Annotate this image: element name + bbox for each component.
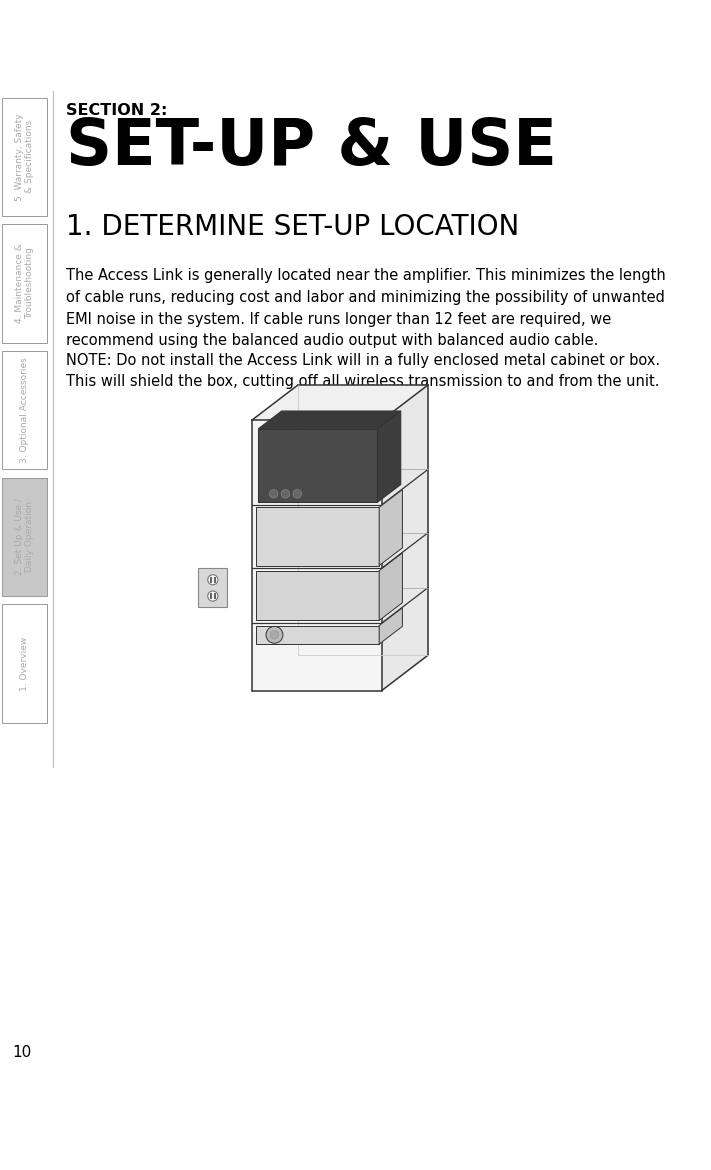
Bar: [210, 577, 212, 583]
Circle shape: [282, 489, 289, 498]
Text: 5. Warranty, Safety
& Specifications: 5. Warranty, Safety & Specifications: [15, 113, 34, 200]
Polygon shape: [256, 571, 379, 620]
Polygon shape: [252, 385, 428, 420]
Text: SET-UP & USE: SET-UP & USE: [66, 116, 557, 178]
Text: 4. Maintenance &
Troubleshooting: 4. Maintenance & Troubleshooting: [15, 243, 34, 323]
Circle shape: [270, 631, 279, 639]
Bar: [214, 593, 215, 599]
Bar: [1, 98, 48, 216]
Polygon shape: [379, 553, 402, 620]
Bar: [214, 577, 215, 583]
Text: 1. DETERMINE SET-UP LOCATION: 1. DETERMINE SET-UP LOCATION: [66, 213, 519, 241]
Circle shape: [293, 489, 301, 498]
Polygon shape: [256, 508, 379, 565]
Bar: [1, 477, 48, 596]
Circle shape: [269, 489, 278, 498]
Text: SECTION 2:: SECTION 2:: [66, 103, 167, 118]
Text: 2. Set Up & Use /
Daily Operation: 2. Set Up & Use / Daily Operation: [15, 498, 34, 576]
Bar: [198, 569, 228, 607]
Text: 3. Optional Accessories: 3. Optional Accessories: [20, 357, 29, 463]
Text: 1. Overview: 1. Overview: [20, 636, 29, 690]
Circle shape: [208, 591, 218, 601]
Polygon shape: [258, 428, 378, 502]
Polygon shape: [252, 420, 382, 690]
Polygon shape: [256, 626, 379, 645]
Text: NOTE: Do not install the Access Link will in a fully enclosed metal cabinet or b: NOTE: Do not install the Access Link wil…: [66, 353, 660, 390]
Polygon shape: [379, 489, 402, 565]
Bar: [1, 351, 48, 469]
Text: The Access Link is generally located near the amplifier. This minimizes the leng: The Access Link is generally located nea…: [66, 268, 665, 349]
Bar: [1, 225, 48, 343]
Circle shape: [208, 574, 218, 585]
Polygon shape: [258, 411, 401, 428]
Polygon shape: [379, 607, 402, 645]
Bar: [1, 605, 48, 723]
Text: 10: 10: [12, 1046, 31, 1060]
Circle shape: [266, 626, 283, 644]
Polygon shape: [382, 385, 428, 690]
Polygon shape: [378, 411, 401, 502]
Bar: [210, 593, 212, 599]
